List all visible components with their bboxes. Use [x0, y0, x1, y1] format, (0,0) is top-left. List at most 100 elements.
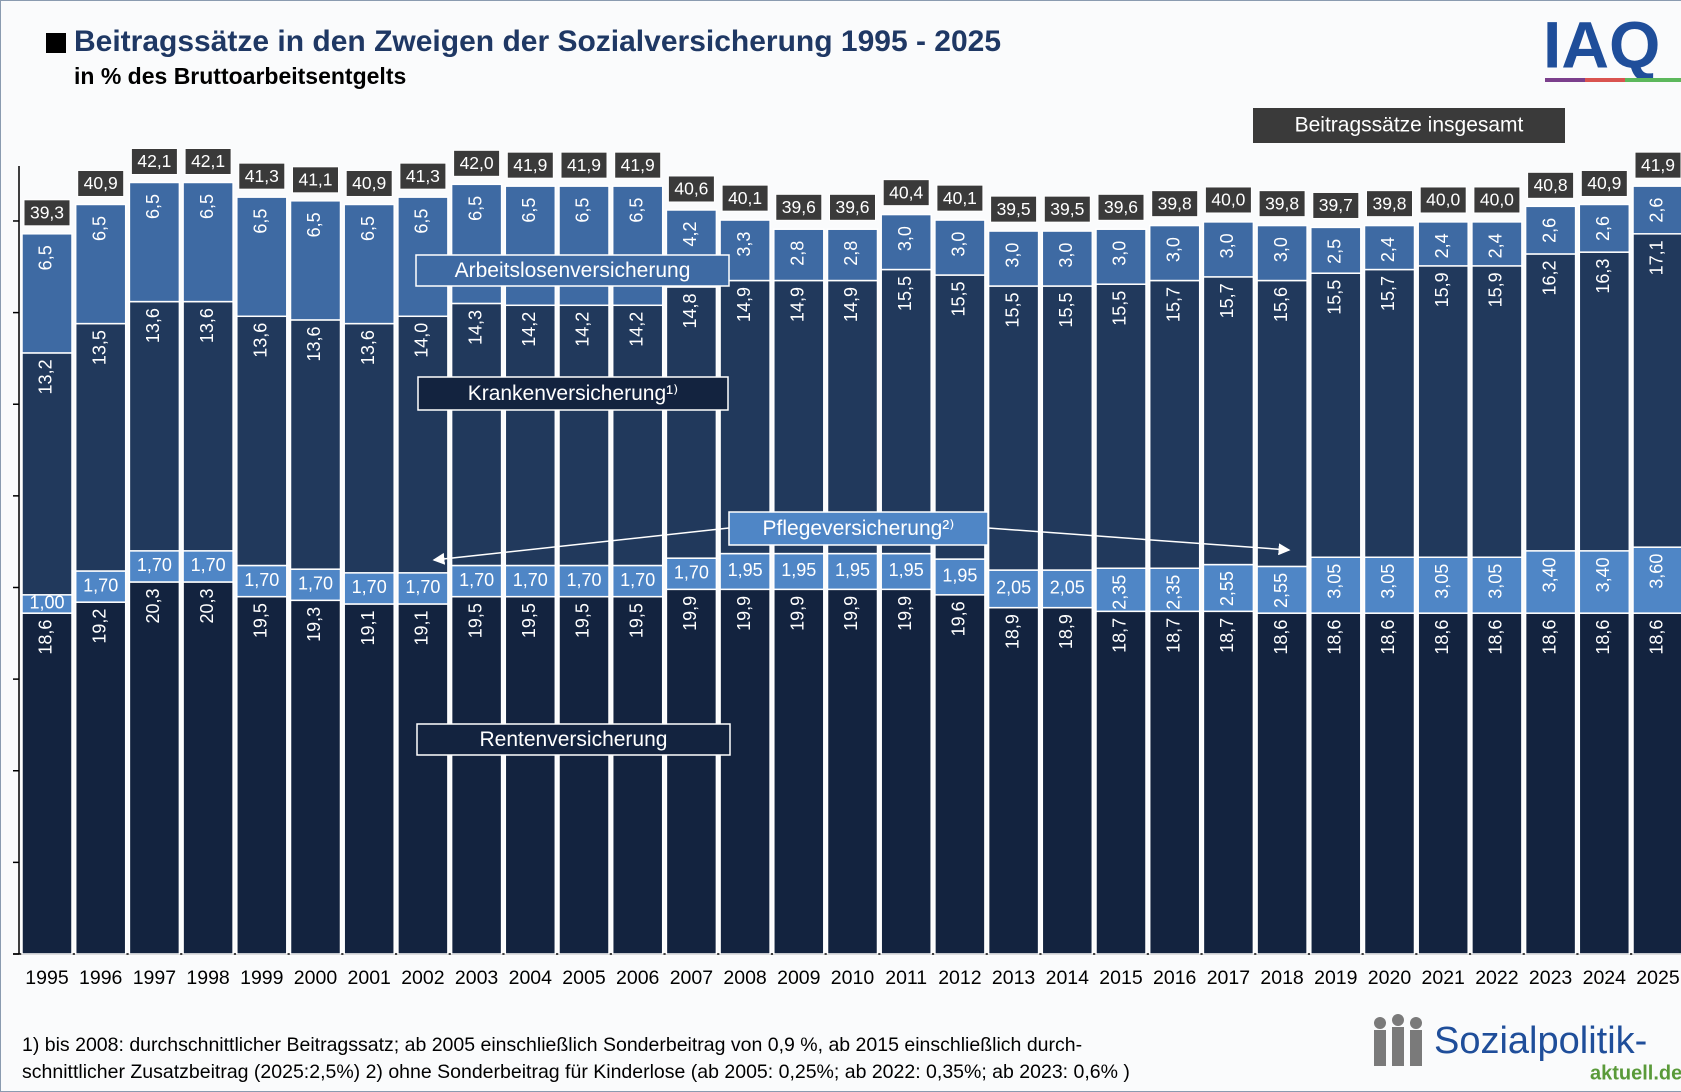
value-label: 2,55 [1217, 571, 1237, 606]
bar-segment [74, 601, 127, 955]
logo-line [1625, 78, 1681, 82]
value-label: 3,0 [1163, 237, 1183, 262]
bar-segment [1524, 550, 1577, 614]
total-label: 39,7 [1319, 195, 1353, 215]
value-label: 3,60 [1647, 554, 1667, 589]
value-label: 19,2 [89, 609, 109, 644]
value-label: 1,70 [244, 570, 279, 590]
total-label: 42,1 [137, 151, 171, 171]
value-label: 2,05 [996, 578, 1031, 598]
value-label: 13,6 [143, 308, 163, 343]
value-label: 3,0 [949, 232, 969, 257]
x-tick-label: 2016 [1153, 967, 1196, 989]
x-tick-label: 2018 [1260, 967, 1303, 989]
bar-segment [1202, 221, 1255, 278]
x-tick-label: 2023 [1529, 967, 1572, 989]
footnote: 1) bis 2008: durchschnittlicher Beitrags… [22, 1034, 1082, 1056]
value-label: 14,8 [680, 293, 700, 328]
x-tick-label: 2013 [992, 967, 1035, 989]
value-label: 6,5 [465, 196, 485, 221]
total-label: 39,8 [1158, 193, 1192, 213]
bar-segment [74, 203, 127, 325]
bar-segment [289, 200, 342, 321]
arrow [987, 527, 1291, 556]
total-box [23, 199, 71, 227]
bar-segment [1148, 279, 1201, 569]
bar-segment [1632, 185, 1681, 235]
x-tick-label: 2003 [455, 967, 498, 989]
x-tick-label: 2008 [723, 967, 766, 989]
value-label: 19,5 [465, 603, 485, 638]
value-label: 1,70 [459, 570, 494, 590]
value-label: 19,9 [734, 596, 754, 631]
bar-segment [987, 606, 1040, 955]
total-box [506, 151, 554, 179]
legend-box [416, 723, 731, 756]
legend-label: Krankenversicherung¹⁾ [468, 382, 679, 405]
bar-segment [236, 595, 288, 955]
value-label: 14,2 [626, 312, 646, 347]
value-label: 14,3 [465, 310, 485, 345]
legend-label: Pflegeversicherung²⁾ [763, 517, 955, 540]
x-tick-label: 2025 [1636, 967, 1680, 989]
total-box [238, 162, 286, 190]
value-label: 6,5 [519, 198, 539, 223]
bar-segment [719, 552, 771, 591]
source-logo-sub: aktuell.de [1590, 1062, 1681, 1084]
value-label: 3,05 [1486, 564, 1506, 599]
value-label: 15,7 [1163, 287, 1183, 322]
bar-segment [343, 322, 395, 574]
value-label: 6,5 [143, 194, 163, 219]
value-label: 18,6 [1432, 620, 1452, 655]
bar-segment [1471, 556, 1523, 614]
total-label: 40,0 [1480, 190, 1514, 210]
value-label: 19,3 [304, 607, 324, 642]
value-label: 18,6 [1271, 620, 1291, 655]
bar-segment [450, 302, 503, 567]
total-box [292, 166, 339, 194]
total-label: 41,3 [406, 166, 440, 186]
bar-segment [987, 230, 1040, 287]
value-label: 14,9 [841, 287, 861, 322]
totals-legend-label: Beitragssätze insgesamt [1295, 114, 1524, 137]
x-tick-label: 2024 [1583, 967, 1627, 989]
total-box [1634, 151, 1681, 179]
bar-segment [1041, 606, 1094, 955]
total-label: 40,0 [1426, 190, 1460, 210]
bar-segment [1095, 228, 1147, 285]
x-tick-label: 2020 [1368, 967, 1412, 989]
bar-segment [987, 285, 1040, 571]
value-label: 17,1 [1647, 240, 1667, 275]
bar-segment [74, 322, 127, 572]
value-label: 13,2 [36, 359, 56, 394]
value-label: 18,6 [1486, 620, 1506, 655]
total-label: 40,8 [1534, 175, 1568, 195]
bar-segment [1148, 610, 1201, 955]
bar-segment [773, 228, 825, 282]
value-label: 19,1 [412, 610, 432, 645]
totals-legend-box [1253, 108, 1565, 143]
bar-segment [1471, 265, 1523, 559]
legend-box [728, 511, 989, 546]
total-box [453, 149, 501, 177]
value-label: 18,7 [1163, 618, 1183, 653]
bar-segment [1524, 253, 1577, 552]
value-label: 6,5 [304, 212, 324, 237]
value-label: 15,7 [1378, 276, 1398, 311]
total-label: 40,9 [352, 173, 386, 193]
value-label: 19,5 [519, 603, 539, 638]
total-box [775, 193, 823, 221]
bar-segment [1202, 610, 1255, 955]
bar-segment [1256, 565, 1308, 614]
value-label: 19,9 [841, 596, 861, 631]
x-tick-label: 2021 [1422, 967, 1465, 989]
value-label: 6,5 [36, 245, 56, 270]
value-label: 2,55 [1271, 573, 1291, 608]
total-box [667, 175, 715, 203]
value-label: 15,7 [1217, 283, 1237, 318]
bar-segment [1363, 612, 1416, 955]
value-label: 18,7 [1217, 618, 1237, 653]
value-label: 2,6 [1647, 198, 1667, 223]
x-tick-label: 1997 [133, 967, 176, 989]
bar-segment [504, 564, 557, 598]
